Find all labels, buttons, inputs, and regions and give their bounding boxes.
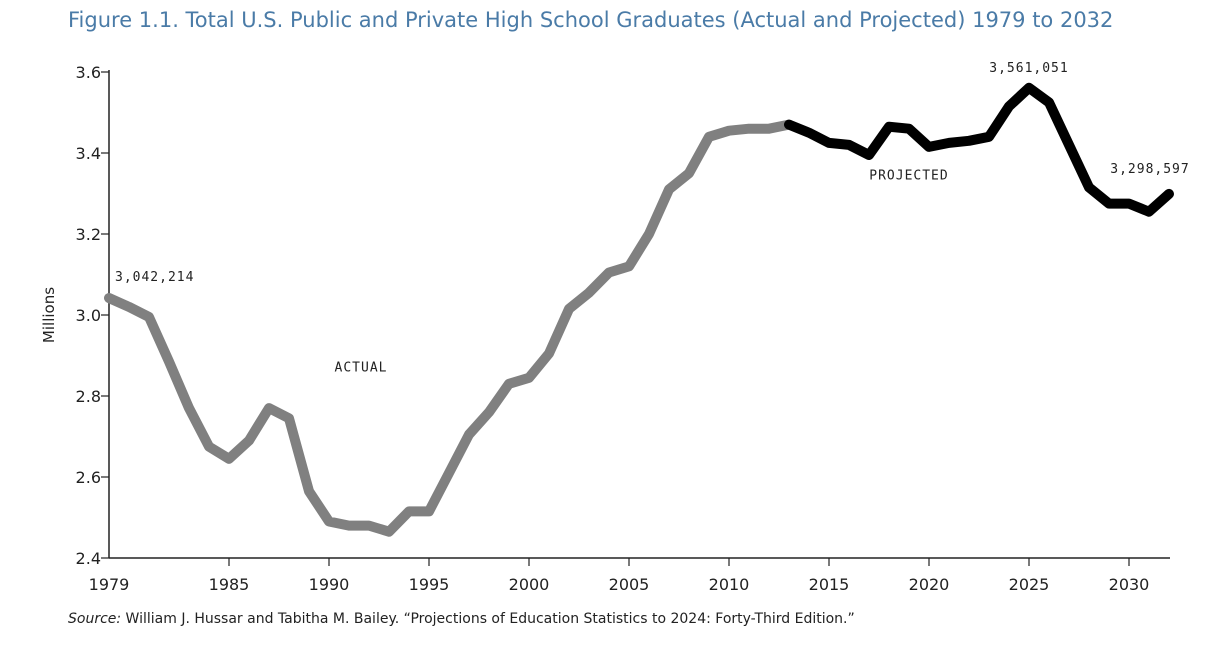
x-tick-label: 1995 [409, 575, 450, 594]
axes: 2.4 2.6 2.8 3.0 3.2 3.4 3.6 1979 1985 1990 1995 200… [76, 63, 1170, 594]
x-tick-label: 1985 [209, 575, 250, 594]
y-tick-label: 3.0 [76, 306, 101, 325]
annotations: 3,042,214 3,561,051 3,298,597 ACTUAL PROJECT… [115, 61, 1189, 376]
plot-lines [104, 82, 1174, 537]
x-tick-label: 2015 [809, 575, 850, 594]
x-tick-label: 2000 [509, 575, 550, 594]
annotation-label: 3,561,051 [989, 61, 1068, 76]
annotation-label: 3,042,214 [115, 270, 194, 285]
chart-title: Figure 1.1. Total U.S. Public and Privat… [68, 8, 1114, 32]
y-tick-label: 2.8 [76, 387, 101, 406]
x-tick-label: 1979 [89, 575, 130, 594]
y-tick-label: 2.4 [76, 549, 101, 568]
x-tick-label: 2010 [709, 575, 750, 594]
annotation-label: ACTUAL [335, 361, 388, 376]
series-line-projected [784, 82, 1174, 217]
source-note: Source: William J. Hussar and Tabitha M.… [68, 611, 855, 627]
y-tick-label: 3.4 [76, 144, 101, 163]
y-tick-label: 2.6 [76, 468, 101, 487]
x-tick-label: 2005 [609, 575, 650, 594]
x-tick-label: 1990 [309, 575, 350, 594]
annotation-label: PROJECTED [869, 168, 948, 183]
annotation-label: 3,298,597 [1110, 162, 1189, 177]
source-text: William J. Hussar and Tabitha M. Bailey.… [121, 611, 855, 627]
series-line-actual [104, 119, 794, 537]
y-tick-label: 3.2 [76, 225, 101, 244]
y-tick-label: 3.6 [76, 63, 101, 82]
y-axis-label: Millions [40, 287, 58, 343]
source-prefix: Source: [68, 611, 122, 627]
x-tick-label: 2025 [1009, 575, 1050, 594]
x-tick-label: 2030 [1109, 575, 1150, 594]
x-tick-label: 2020 [909, 575, 950, 594]
